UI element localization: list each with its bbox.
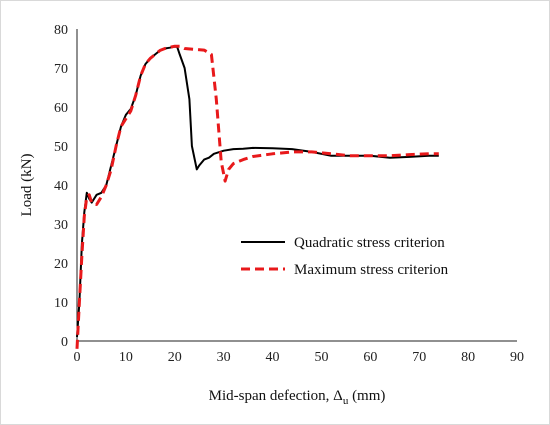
y-tick-label: 60 [54, 101, 68, 116]
x-tick-label: 30 [217, 350, 231, 365]
y-tick-label: 30 [54, 218, 68, 233]
x-tick-label: 0 [74, 350, 81, 365]
series-line-maximum [75, 44, 439, 349]
y-axis-title: Load (kN) [19, 154, 35, 217]
x-tick-label: 60 [363, 350, 377, 365]
x-tick-label: 70 [412, 350, 426, 365]
y-tick-label: 0 [61, 335, 68, 350]
y-tick-labels: 0 10 20 30 40 50 60 70 80 [54, 23, 68, 350]
y-tick-label: 80 [54, 23, 68, 38]
x-tick-label: 20 [168, 350, 182, 365]
y-tick-label: 50 [54, 140, 68, 155]
y-tick-label: 40 [54, 179, 68, 194]
legend: Quadratic stress criterion Maximum stres… [241, 235, 449, 278]
x-tick-label: 50 [314, 350, 328, 365]
x-axis-title: Mid-span defection, Δu (mm) [209, 388, 386, 407]
x-axis-title-unit: (mm) [348, 388, 385, 404]
y-tick-label: 70 [54, 62, 68, 77]
legend-label-quadratic: Quadratic stress criterion [294, 235, 445, 251]
x-tick-label: 90 [510, 350, 524, 365]
x-tick-label: 10 [119, 350, 133, 365]
series-line-quadratic [76, 45, 439, 338]
x-axis-title-subscript: u [343, 395, 349, 407]
legend-label-maximum: Maximum stress criterion [294, 262, 449, 278]
x-tick-labels: 0 10 20 30 40 50 60 70 80 90 [74, 350, 525, 365]
x-axis-title-main: Mid-span defection, Δ [209, 388, 344, 404]
axes [76, 29, 517, 342]
series-lines [75, 44, 439, 349]
x-tick-label: 80 [461, 350, 475, 365]
x-tick-label: 40 [266, 350, 280, 365]
y-tick-label: 20 [54, 257, 68, 272]
y-tick-label: 10 [54, 296, 68, 311]
